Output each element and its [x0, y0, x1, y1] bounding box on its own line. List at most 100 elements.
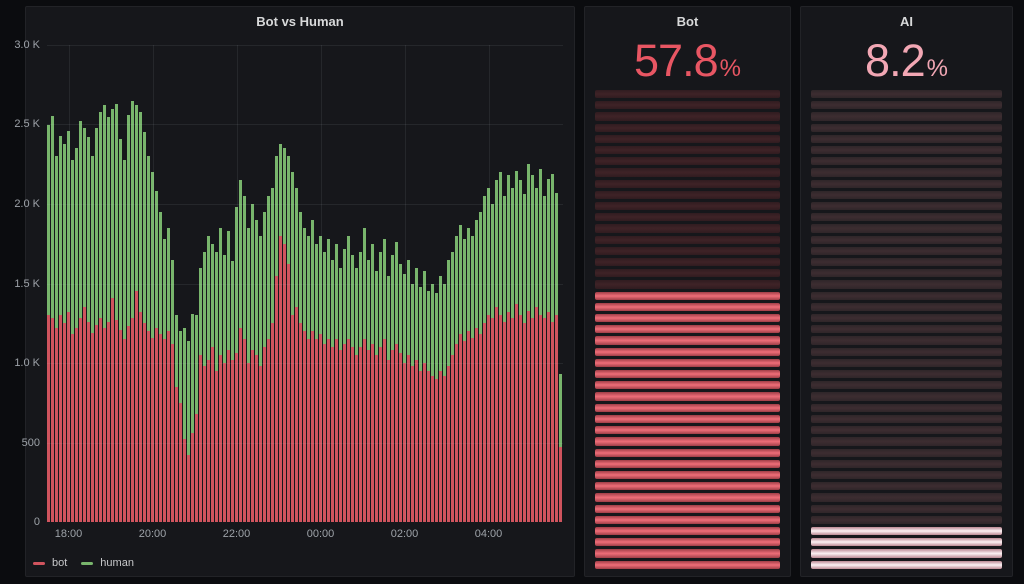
gauge-cell — [811, 470, 1002, 480]
gauge-cell — [811, 123, 1002, 132]
bar — [343, 45, 346, 522]
bar — [159, 45, 162, 522]
gauge-cell — [595, 515, 780, 524]
bar — [391, 45, 394, 522]
bar — [307, 45, 310, 522]
bar — [527, 45, 530, 522]
gauge-cell — [811, 269, 1002, 278]
bar — [51, 45, 54, 522]
bar — [143, 45, 146, 522]
gauge-cell — [811, 235, 1002, 244]
bar — [127, 45, 130, 522]
bar — [443, 45, 446, 522]
panel-title-bot[interactable]: Bot — [676, 13, 699, 29]
bar — [55, 45, 58, 522]
bar — [535, 45, 538, 522]
gauge-cell — [595, 504, 780, 513]
gauge-cell — [595, 157, 780, 166]
gauge-cell — [595, 426, 780, 435]
bar — [151, 45, 154, 522]
gauge-cell — [595, 347, 780, 356]
bar — [279, 45, 282, 522]
bar — [379, 45, 382, 522]
gauge-cell — [595, 526, 780, 536]
bar — [319, 45, 322, 522]
gauge-cell — [811, 336, 1002, 345]
legend: bot human — [33, 557, 134, 569]
bar — [175, 45, 178, 522]
bar — [91, 45, 94, 522]
bar — [183, 45, 186, 522]
gauge-cell — [811, 280, 1002, 289]
bar — [479, 45, 482, 522]
bar — [399, 45, 402, 522]
bar — [335, 45, 338, 522]
bar — [147, 45, 150, 522]
gauge-cell — [595, 358, 780, 368]
panel-title-ai[interactable]: AI — [900, 13, 913, 29]
bar — [207, 45, 210, 522]
gridline-v — [404, 45, 406, 522]
gauge-cell — [811, 370, 1002, 379]
gauge-cell — [811, 526, 1002, 536]
bar — [267, 45, 270, 522]
legend-item-bot[interactable]: bot — [33, 557, 67, 569]
legend-item-human[interactable]: human — [81, 557, 134, 569]
bar — [323, 45, 326, 522]
stat-value-bot: 57.8 — [634, 35, 719, 86]
panel-title-bot-vs-human[interactable]: Bot vs Human — [256, 13, 344, 29]
bar — [167, 45, 170, 522]
gridline-v — [488, 45, 490, 522]
gridline-h — [47, 442, 563, 444]
gauge-cell — [595, 213, 780, 222]
gridline-v — [68, 45, 70, 522]
gauge-cell — [811, 168, 1002, 177]
gauge-cell — [811, 381, 1002, 390]
gauge-cell — [811, 224, 1002, 233]
gauge-cell — [811, 190, 1002, 200]
bar — [483, 45, 486, 522]
bar — [295, 45, 298, 522]
bar — [63, 45, 66, 522]
y-axis-tick-label: 1.0 K — [14, 356, 40, 369]
y-axis-tick-label: 2.0 K — [14, 197, 40, 210]
bar — [459, 45, 462, 522]
bar — [547, 45, 550, 522]
bar — [67, 45, 70, 522]
bar — [515, 45, 518, 522]
y-axis-tick-label: 3.0 K — [14, 39, 40, 51]
gridline-h — [47, 362, 563, 364]
gridline-v — [236, 45, 238, 522]
bar — [75, 45, 78, 522]
gauge-cell — [811, 493, 1002, 502]
bar — [359, 45, 362, 522]
y-axis-tick-label: 2.5 K — [14, 118, 40, 131]
bar — [431, 45, 434, 522]
gauge-cell — [595, 482, 780, 491]
bar — [179, 45, 182, 522]
bar — [199, 45, 202, 522]
gauge-cell — [595, 325, 780, 334]
bar — [511, 45, 514, 522]
bar — [551, 45, 554, 522]
legend-dash-bot-icon — [33, 561, 45, 565]
bar — [403, 45, 406, 522]
x-axis-tick-label: 20:00 — [138, 528, 167, 540]
bar — [119, 45, 122, 522]
gauge-cell — [811, 291, 1002, 300]
bar — [463, 45, 466, 522]
gauge-cell — [595, 392, 780, 401]
gauge-cell — [811, 426, 1002, 435]
gauge-cell — [595, 403, 780, 412]
bar — [371, 45, 374, 522]
gauge-cell — [595, 258, 780, 267]
bar — [407, 45, 410, 522]
gauge-cell — [811, 414, 1002, 424]
gauge-cell — [811, 392, 1002, 401]
bar — [507, 45, 510, 522]
gauge-cell — [811, 482, 1002, 491]
bar — [339, 45, 342, 522]
gauge-cell — [595, 179, 780, 188]
bar — [559, 45, 562, 522]
